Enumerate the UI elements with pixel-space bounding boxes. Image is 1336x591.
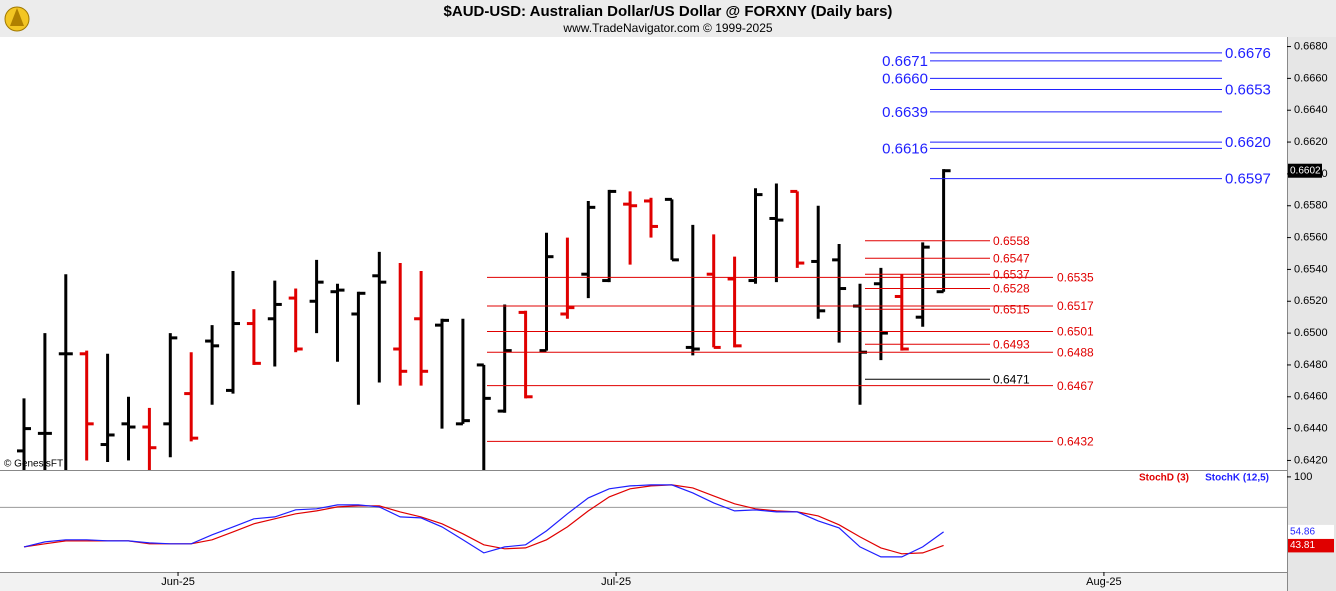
level-label: 0.6517 bbox=[1057, 299, 1094, 313]
y-tick-label: 0.6440 bbox=[1294, 423, 1328, 435]
x-tick-label: Jun-25 bbox=[161, 576, 195, 588]
x-tick-label: Jul-25 bbox=[601, 576, 631, 588]
stoch-line bbox=[23, 484, 944, 558]
y-tick-label: 100 bbox=[1294, 471, 1312, 483]
level-label: 0.6653 bbox=[1225, 82, 1271, 99]
level-label: 0.6537 bbox=[993, 267, 1030, 281]
date-axis-bg bbox=[0, 572, 1287, 591]
y-tick-label: 0.6660 bbox=[1294, 72, 1328, 84]
level-label: 0.6501 bbox=[1057, 325, 1094, 339]
value-label: 54.86 bbox=[1290, 527, 1315, 538]
y-tick-label: 0.6580 bbox=[1294, 200, 1328, 212]
header-bg bbox=[0, 0, 1336, 37]
level-label: 0.6616 bbox=[882, 140, 928, 157]
level-label: 0.6671 bbox=[882, 53, 928, 70]
level-label: 0.6467 bbox=[1057, 379, 1094, 393]
last-price-label: 0.6602 bbox=[1290, 165, 1321, 176]
credit: © GenesisFT bbox=[4, 459, 63, 470]
level-label: 0.6432 bbox=[1057, 435, 1094, 449]
chart-title: $AUD-USD: Australian Dollar/US Dollar @ … bbox=[444, 3, 893, 20]
legend-entry: StochD (3) bbox=[1139, 473, 1189, 484]
value-box bbox=[1288, 538, 1334, 553]
y-tick-label: 0.6680 bbox=[1294, 40, 1328, 52]
level-label: 0.6558 bbox=[993, 234, 1030, 248]
level-label: 0.6676 bbox=[1225, 45, 1271, 62]
axis-bg bbox=[1287, 37, 1336, 591]
last-price-box bbox=[1288, 163, 1322, 178]
y-tick-label: 0.6500 bbox=[1294, 327, 1328, 339]
level-label: 0.6535 bbox=[1057, 271, 1094, 285]
level-label: 0.6660 bbox=[882, 70, 928, 87]
logo bbox=[4, 6, 30, 32]
y-tick-label: 0.6620 bbox=[1294, 136, 1328, 148]
y-tick-label: 0.6640 bbox=[1294, 104, 1328, 116]
chart-subtitle: www.TradeNavigator.com © 1999-2025 bbox=[562, 21, 772, 35]
level-label: 0.6597 bbox=[1225, 171, 1271, 188]
level-label: 0.6493 bbox=[993, 337, 1030, 351]
legend-entry: StochK (12,5) bbox=[1205, 473, 1269, 484]
level-label: 0.6488 bbox=[1057, 345, 1094, 359]
y-tick-label: 0.6520 bbox=[1294, 295, 1328, 307]
y-tick-label: 0.6560 bbox=[1294, 231, 1328, 243]
level-label: 0.6547 bbox=[993, 251, 1030, 265]
y-tick-label: 0.6480 bbox=[1294, 359, 1328, 371]
y-tick-label: 0.6540 bbox=[1294, 263, 1328, 275]
value-label: 43.81 bbox=[1290, 540, 1315, 551]
level-label: 0.6528 bbox=[993, 282, 1030, 296]
x-tick-label: Aug-25 bbox=[1086, 576, 1121, 588]
level-label: 0.6515 bbox=[993, 302, 1030, 316]
level-label: 0.6471 bbox=[993, 372, 1030, 386]
y-tick-label: 0.6460 bbox=[1294, 391, 1328, 403]
level-label: 0.6620 bbox=[1225, 134, 1271, 151]
value-box bbox=[1288, 524, 1334, 539]
level-label: 0.6639 bbox=[882, 104, 928, 121]
y-tick-label: 0.6420 bbox=[1294, 454, 1328, 466]
